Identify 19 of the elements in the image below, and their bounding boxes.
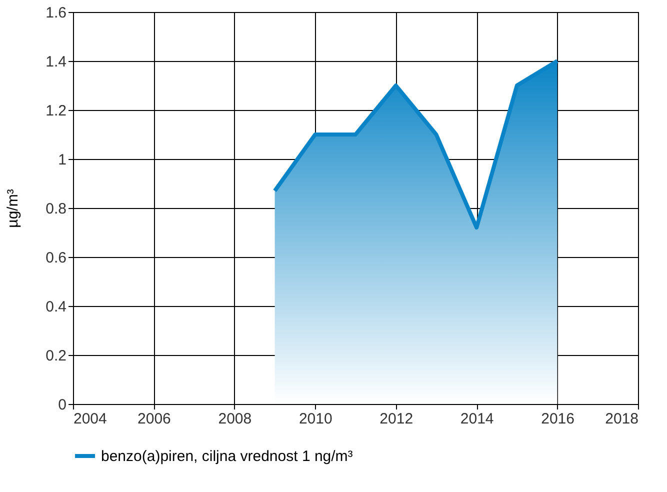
y-tick-label: 0.8 bbox=[46, 200, 66, 218]
y-tick-label: 0.2 bbox=[46, 348, 66, 364]
x-tick-label: 2008 bbox=[218, 410, 252, 428]
y-tick-label: 1.6 bbox=[46, 4, 66, 22]
x-tick-label: 2016 bbox=[541, 410, 574, 428]
y-tick-label: 1.2 bbox=[46, 102, 66, 120]
x-tick-label: 2010 bbox=[298, 410, 332, 428]
x-tick-label: 2006 bbox=[138, 410, 171, 428]
y-tick-label: 0.4 bbox=[46, 298, 66, 316]
x-tick-label: 2004 bbox=[74, 410, 107, 428]
y-tick-label: 1 bbox=[58, 152, 66, 168]
y-tick-label: 0.6 bbox=[46, 250, 66, 266]
x-tick-label: 2014 bbox=[460, 410, 494, 428]
legend-label: benzo(a)piren, ciljna vrednost 1 ng/m³ bbox=[101, 448, 353, 465]
y-axis-title: µg/m³ bbox=[4, 189, 22, 228]
y-tick-label: 1.4 bbox=[46, 54, 66, 70]
x-tick-label: 2012 bbox=[380, 410, 414, 428]
y-tick-label: 0 bbox=[58, 396, 66, 414]
x-tick-label: 2018 bbox=[605, 410, 638, 428]
